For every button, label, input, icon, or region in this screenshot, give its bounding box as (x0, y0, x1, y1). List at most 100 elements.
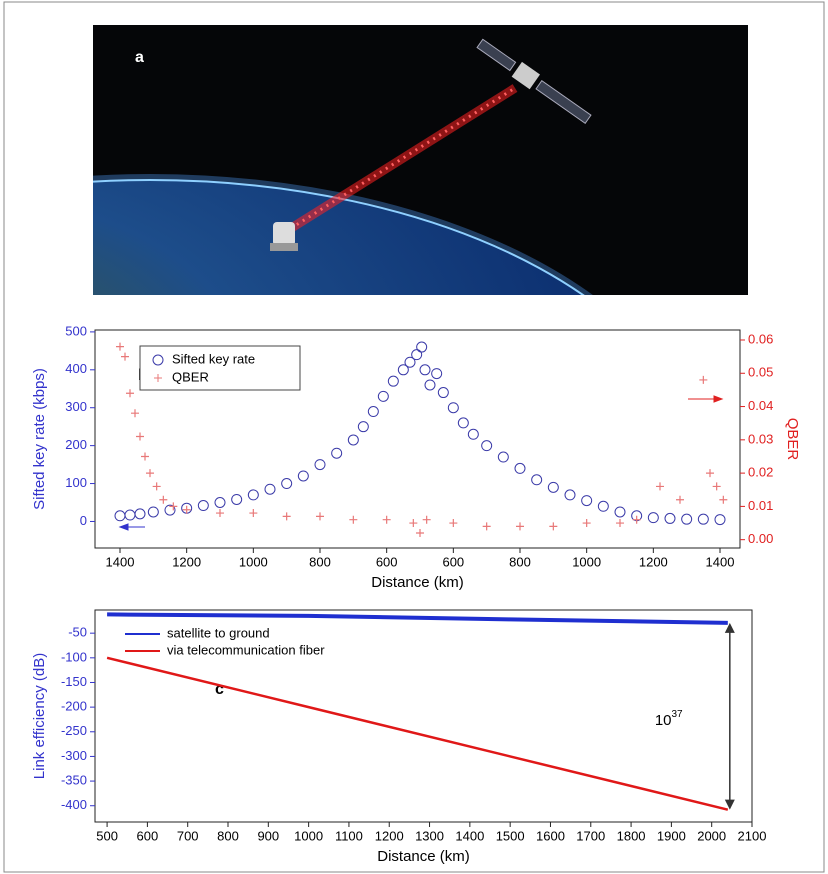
data-point (582, 519, 591, 528)
data-point (316, 512, 324, 521)
plot-frame (94, 609, 753, 823)
data-point (416, 341, 428, 353)
x-tick-label: 1400 (706, 554, 735, 569)
data-point (124, 509, 136, 521)
frame (3, 1, 825, 873)
x-tick-label: 800 (217, 828, 239, 843)
data-point (131, 409, 139, 418)
data-point (416, 529, 424, 538)
y-tick-label: 300 (65, 399, 87, 414)
data-point (121, 352, 129, 361)
data-point (141, 452, 149, 461)
data-point (182, 505, 191, 514)
data-point (712, 482, 721, 491)
data-point (357, 421, 369, 433)
data-point (152, 482, 161, 491)
data-point (314, 459, 326, 471)
data-point (249, 509, 258, 518)
data-point (134, 508, 146, 520)
data-point (349, 515, 358, 524)
y-tick-label: 100 (65, 475, 87, 490)
y2-tick-label: 0.04 (748, 398, 773, 413)
legend-label: QBER (172, 369, 209, 384)
y-tick-label: -300 (61, 748, 87, 763)
annotation-superscript: 37 (672, 709, 684, 720)
y-axis-title: Link efficiency (dB) (31, 653, 48, 779)
y2-tick-label: 0.06 (748, 331, 773, 346)
legend-label: satellite to ground (167, 625, 270, 640)
y-tick-label: -50 (68, 625, 87, 640)
data-point (656, 482, 664, 491)
x-tick-label: 500 (96, 828, 118, 843)
x-tick-label: 2000 (697, 828, 726, 843)
data-point (387, 375, 399, 387)
x-tick-label: 1800 (617, 828, 646, 843)
axis-arrow (118, 523, 145, 531)
data-point (497, 451, 509, 463)
data-point (706, 469, 714, 478)
x-tick-label: 1000 (572, 554, 601, 569)
data-point (367, 406, 379, 418)
y2-tick-label: 0.03 (748, 431, 773, 446)
data-point (136, 432, 144, 441)
data-point (411, 349, 423, 361)
legend-label: via telecommunication fiber (167, 642, 325, 657)
x-tick-label: 2100 (738, 828, 767, 843)
x-axis-title: Distance (km) (377, 848, 470, 865)
panel-a-image (93, 25, 748, 295)
data-point (481, 440, 493, 452)
data-point (424, 379, 436, 391)
data-point (114, 510, 126, 522)
x-tick-label: 1000 (294, 828, 323, 843)
y-tick-label: 0 (80, 513, 87, 528)
data-point (331, 447, 343, 459)
data-point (297, 470, 309, 482)
data-point (449, 519, 458, 528)
data-point (164, 504, 176, 516)
panel-label: c (215, 681, 224, 698)
y-tick-label: -100 (61, 649, 87, 664)
line (106, 656, 729, 811)
x-tick-label: 1200 (375, 828, 404, 843)
x-tick-label: 700 (177, 828, 199, 843)
data-point (531, 474, 543, 486)
x-axis-title: Distance (km) (371, 574, 464, 591)
data-point (264, 483, 276, 495)
data-point (437, 387, 449, 399)
data-point (216, 509, 224, 518)
series (116, 342, 728, 538)
x-tick-label: 1600 (536, 828, 565, 843)
data-point (247, 489, 259, 501)
series (114, 341, 726, 526)
data-point (447, 402, 459, 414)
data-point (564, 489, 576, 501)
y-tick-label: 500 (65, 323, 87, 338)
annotation: 1037 (655, 709, 683, 729)
legend-label: Sifted key rate (172, 351, 255, 366)
data-point (169, 502, 178, 511)
x-tick-label: 1900 (657, 828, 686, 843)
x-tick-label: 1500 (496, 828, 525, 843)
x-tick-label: 800 (509, 554, 531, 569)
legend-marker (154, 374, 162, 382)
y2-tick-label: 0.05 (748, 365, 773, 380)
x-tick-label: 600 (137, 828, 159, 843)
y2-axis-title: QBER (784, 418, 801, 461)
y2-tick-label: 0.02 (748, 465, 773, 480)
y2-tick-label: 0.00 (748, 531, 773, 546)
data-point (632, 515, 641, 524)
line (107, 612, 728, 625)
data-point (467, 428, 479, 440)
legend-box (139, 345, 301, 391)
data-point (514, 462, 526, 474)
x-tick-label: 1400 (106, 554, 135, 569)
y-tick-label: -150 (61, 674, 87, 689)
data-point (197, 500, 209, 512)
data-point (676, 495, 684, 504)
data-point (409, 519, 418, 528)
data-point (614, 506, 626, 518)
data-point (482, 522, 491, 531)
axis-arrow (688, 395, 724, 403)
data-point (616, 519, 624, 528)
